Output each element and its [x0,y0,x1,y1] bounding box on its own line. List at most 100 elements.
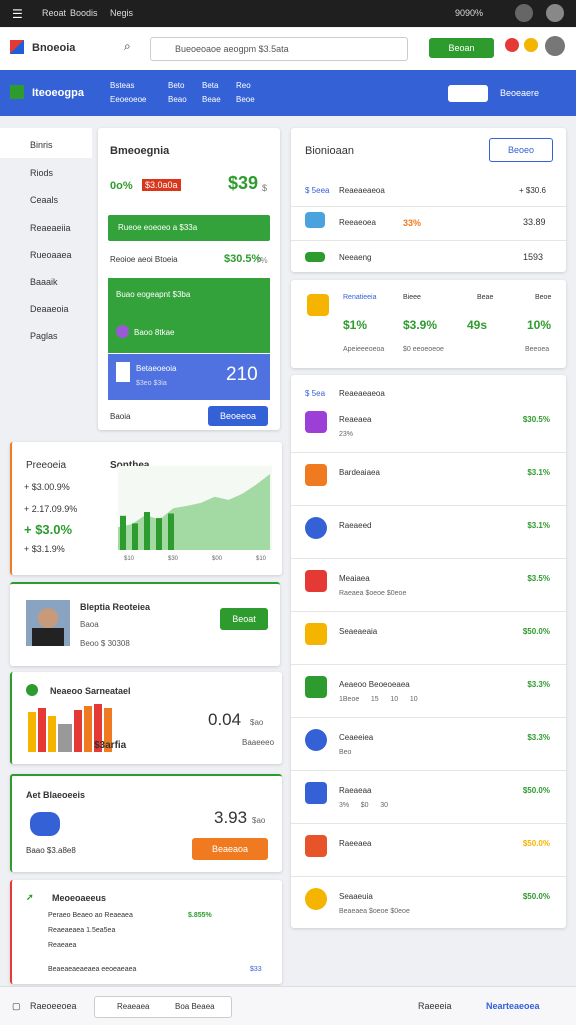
list-icon [305,464,327,486]
stat-value: $1% [343,318,368,332]
bottom-pill[interactable]: Reaeaea Boa Beaea [94,996,232,1018]
sidebar-item[interactable]: Baaaik [30,277,58,287]
icon [305,212,325,228]
sidebar-item[interactable]: Paglas [30,331,58,341]
divider [291,206,566,207]
card-title: Meoeoaeeus [52,893,107,903]
profile-photo [26,600,70,646]
avatar[interactable] [515,4,533,22]
row-pct: 33% [403,218,422,228]
stat-name: Beoe [535,294,552,301]
stat-name: Bieee [403,294,421,301]
list-name: Seaeaeaia [339,627,378,636]
green-bar[interactable]: Rueoe eoeoeo a $33a [108,215,270,241]
task-row: Peraeo Beaeo ao Reaeaea [48,912,133,919]
list-name: Raeeaea [339,839,372,848]
row-name: Reeaeoea [339,218,376,227]
nav-item[interactable]: Beta Beae [202,81,221,104]
list-name: Seaaeuia [339,892,373,901]
list-name: Raeaeaa [339,786,372,795]
alerts-button[interactable]: Beaeaoa [192,838,268,860]
menu-icon[interactable]: ☰ [12,7,23,21]
icon[interactable]: ▢ [12,1001,21,1011]
icon [305,252,325,262]
stat-value: $3.9% [403,318,438,332]
nav-logo [10,85,24,99]
nav-button[interactable]: Beoeaere [500,88,540,98]
trend-row: + $3.1.9% [24,544,65,554]
list-sub: Raeaea $oeoe $0eoe [339,590,407,597]
axis-label: $00 [212,556,223,562]
bottom-bar: ▢ Raeoeeoea Reaeaea Boa Beaea Raeeeia Ne… [0,986,576,1025]
profile-button[interactable]: Beoat [220,608,268,630]
header-button[interactable]: Beoan [429,38,494,58]
sidebar-item[interactable]: Ceaals [30,195,59,205]
divider [291,505,566,506]
sidebar-item[interactable]: Reaeaeiia [30,223,71,233]
stat-value: 10% [527,318,552,332]
illustration [30,812,60,836]
brand: Bnoeoia [32,42,76,54]
divider [291,558,566,559]
green-block-text: Buao eogeapnt $3ba [116,290,191,299]
sidebar-item[interactable]: Rueoaaea [30,250,72,260]
blue-block-sub: $3eo $3ia [136,380,167,387]
bottom-link[interactable]: Nearteaeoea [486,1001,540,1011]
dropdown[interactable]: Beoeo [489,138,553,162]
sidebar-item[interactable]: Riods [30,168,54,178]
sales-value: 0.04 [208,710,242,729]
sales-card: Neaeoo Sarneatael 0.04 $ao $3arfia Baaee… [10,672,282,764]
blue-block[interactable]: Betaeoeoia $3eo $3ia 210 [108,354,270,400]
divider [291,876,566,877]
list-value: $3.1% [527,468,550,477]
bar [120,515,126,550]
bar [132,523,138,550]
row-name: Reaeaeaeoa [339,186,385,195]
nav-item[interactable]: Beto Beao [168,81,187,104]
nav-bar: Iteoeogpa Bsteas Eeoeoeoe Beto Beao Beta Be… [0,70,576,116]
task-count: $33 [250,966,262,973]
nav-item-top: Bsteas [110,81,135,90]
summary-card: Bmeoegnia 0o% $3.0a0a $39 $ Rueoe eoeoeo… [98,128,280,430]
nav-item-bottom: Eeoeoeoe [110,95,147,104]
nav-item[interactable]: Bsteas Eeoeoeoe [110,81,146,104]
avatar[interactable] [546,4,564,22]
search-icon[interactable]: ⌕ [124,39,131,53]
summary-button[interactable]: Beoeeoa [208,406,268,426]
list-value: $3.3% [527,680,550,689]
list-icon [305,570,327,592]
sidebar-item[interactable]: Deaaeoia [30,304,69,314]
tasks-card: ➚ Meoeoaeeus Peraeo Beaeo ao Reaeaea $.8… [10,880,282,984]
trend-card: Preeoeia + $3.00.9% + 2.17.09.9% + $3.0%… [10,442,282,575]
list-header-name: Reaeaeaeoa [339,389,385,398]
list-sub: Beo [339,749,352,756]
list-name: Aeaeoo Beoeoeaea [339,680,410,689]
row-unit: 7% [256,256,268,265]
icon [116,325,129,338]
badge: $3.0a0a [142,179,181,191]
nav-item-bottom: Beae [202,95,221,104]
trend-row: + 2.17.09.9% [24,504,78,514]
avatar[interactable] [545,36,565,56]
sidebar-item[interactable]: Binris [30,140,53,150]
footer-text: Baoia [110,412,131,421]
stats-card: Renatieeia $1% Bieee $3.9% Beae 49s Beoe… [291,280,566,368]
bottom-text: Raeeeia [418,1001,452,1011]
divider [291,717,566,718]
list-icon [305,411,327,433]
icon[interactable] [524,38,538,52]
bar [168,513,174,550]
search-box[interactable]: Bueoeoaoe aeogpm $3.5ata [150,37,408,61]
list-value: $50.0% [522,786,550,795]
nav-toggle[interactable] [448,85,488,102]
icon [307,294,329,316]
axis-label: $30 [168,556,179,562]
icon [116,362,130,382]
nav-item[interactable]: Reo Beoe [236,81,255,104]
list-value: $3.3% [527,733,550,742]
green-block[interactable]: Buao eogeapnt $3ba Baoo 8tkae [108,278,270,353]
icon[interactable] [505,38,519,52]
card-title: Preeoeia [26,460,67,471]
sales-unit: $ao [250,718,264,727]
